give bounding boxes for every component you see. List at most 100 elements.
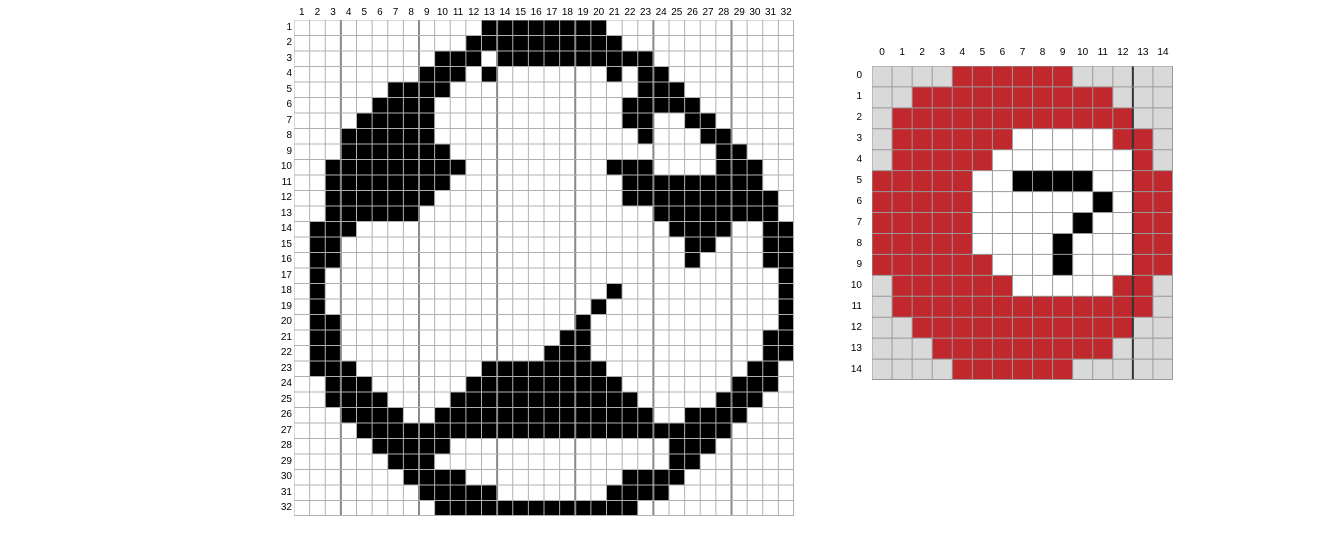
grid-cell — [700, 35, 717, 52]
grid-cell — [669, 330, 685, 346]
grid-cell — [544, 314, 560, 331]
grid-cell — [1092, 128, 1114, 151]
grid-cell — [892, 66, 913, 88]
grid-cell — [872, 359, 893, 380]
grid-cell — [622, 252, 639, 269]
grid-cell — [622, 299, 639, 315]
grid-cell — [932, 170, 953, 192]
grid-cell — [653, 469, 670, 486]
grid-cell — [1072, 317, 1094, 339]
grid-cell — [309, 190, 326, 207]
grid-cell — [575, 500, 592, 516]
grid-cell — [325, 361, 342, 377]
grid-cell — [747, 221, 764, 238]
grid-cell — [637, 330, 654, 346]
grid-cell — [544, 159, 560, 176]
grid-cell — [544, 438, 560, 455]
grid-cell — [419, 237, 435, 253]
grid-cell — [481, 252, 498, 269]
grid-cell — [544, 299, 560, 315]
grid-cell — [590, 128, 607, 145]
grid-cell — [419, 144, 435, 160]
grid-cell — [622, 20, 639, 36]
grid-cell — [952, 66, 973, 88]
grid-cell — [622, 113, 639, 129]
grid-cell — [872, 317, 893, 339]
grid-cell — [465, 314, 482, 331]
grid-cell — [952, 275, 973, 297]
grid-cell — [419, 252, 435, 269]
grid-cell — [932, 191, 953, 213]
grid-cell — [1072, 107, 1094, 130]
grid-cell — [606, 113, 623, 129]
grid-cell — [434, 35, 451, 52]
grid-cell — [892, 233, 913, 255]
grid-cell — [512, 237, 529, 253]
grid-cell — [1092, 359, 1114, 380]
grid-cell — [892, 107, 913, 130]
grid-cell — [497, 206, 514, 222]
grid-cell — [340, 485, 357, 501]
row-label: 24 — [280, 378, 292, 390]
grid-cell — [450, 113, 467, 129]
grid-cell — [544, 500, 560, 516]
grid-cell — [356, 438, 373, 455]
grid-cell — [778, 66, 794, 83]
grid-cell — [372, 252, 389, 269]
grid-cell — [465, 454, 482, 470]
grid-cell — [559, 237, 576, 253]
grid-cell — [700, 82, 717, 98]
grid-cell — [419, 159, 435, 176]
grid-cell — [731, 438, 748, 455]
grid-cell — [778, 330, 794, 346]
grid-cell — [450, 469, 467, 486]
grid-cell — [528, 221, 545, 238]
grid-cell — [653, 268, 670, 284]
grid-cell — [434, 361, 451, 377]
grid-cell — [700, 175, 717, 191]
grid-cell — [434, 283, 451, 300]
grid-cell — [340, 438, 357, 455]
grid-cell — [762, 20, 779, 36]
grid-cell — [622, 330, 639, 346]
grid-cell — [622, 469, 639, 486]
grid-cell — [450, 252, 467, 269]
grid-cell — [1132, 170, 1154, 192]
grid-cell — [528, 206, 545, 222]
grid-cell — [912, 149, 933, 171]
grid-cell — [1132, 86, 1154, 109]
grid-cell — [606, 376, 623, 393]
column-label: 30 — [749, 7, 761, 18]
grid-cell — [715, 283, 732, 300]
grid-cell — [778, 376, 794, 393]
grid-cell — [1132, 66, 1154, 88]
grid-cell — [892, 275, 913, 297]
grid-cell — [372, 175, 389, 191]
grid-cell — [932, 275, 953, 297]
grid-cell — [419, 485, 435, 501]
grid-cell — [481, 97, 498, 114]
grid-cell — [1152, 128, 1173, 151]
grid-cell — [325, 407, 342, 424]
grid-cell — [434, 20, 451, 36]
grid-cell — [669, 20, 685, 36]
grid-cell — [559, 97, 576, 114]
grid-cell — [559, 268, 576, 284]
grid-cell — [731, 82, 748, 98]
grid-cell — [700, 423, 717, 439]
grid-cell — [340, 392, 357, 408]
grid-cell — [747, 237, 764, 253]
grid-cell — [481, 454, 498, 470]
grid-cell — [450, 206, 467, 222]
grid-cell — [606, 97, 623, 114]
grid-cell — [932, 254, 953, 276]
grid-cell — [450, 485, 467, 501]
grid-cell — [544, 330, 560, 346]
grid-cell — [669, 51, 685, 67]
grid-cell — [528, 299, 545, 315]
grid-cell — [669, 237, 685, 253]
grid-cell — [559, 361, 576, 377]
grid-cell — [637, 469, 654, 486]
grid-cell — [356, 35, 373, 52]
